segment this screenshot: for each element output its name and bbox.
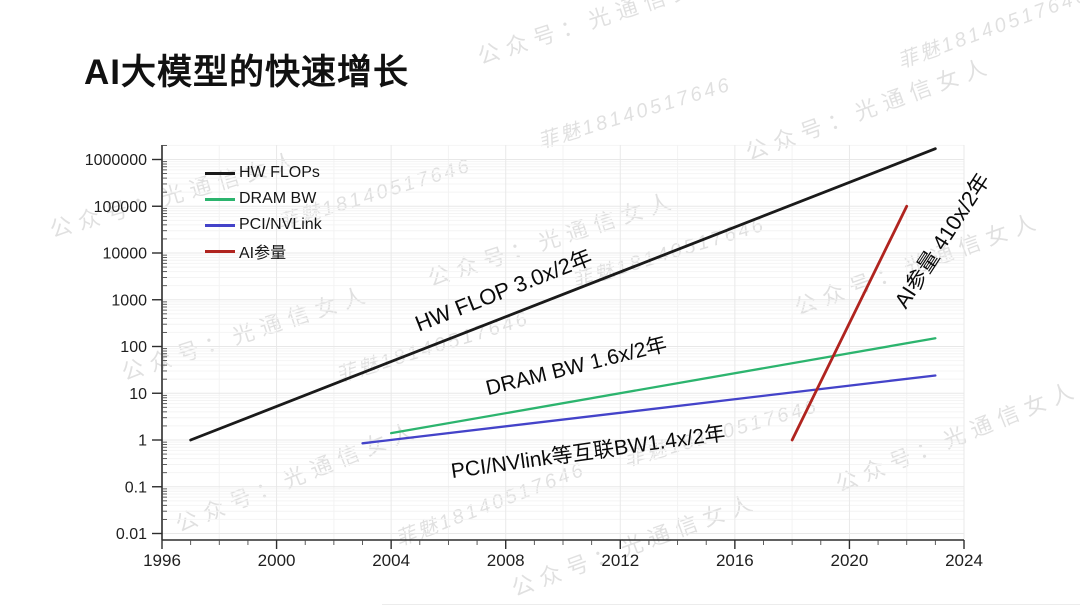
- legend-item-1: HW FLOPs: [205, 160, 322, 186]
- x-tick-label: 1996: [143, 551, 181, 570]
- y-tick-label: 1: [138, 433, 147, 450]
- x-tick-label: 2000: [258, 551, 296, 570]
- series-line-dram-bw: [389, 337, 937, 435]
- y-tick-label: 100: [120, 339, 147, 356]
- series-line-ai-: [790, 204, 909, 442]
- y-tick-label: 1000000: [85, 152, 147, 169]
- x-tick-label: 2008: [487, 551, 525, 570]
- y-tick-label: 10: [129, 386, 147, 403]
- y-tick-label: 100000: [94, 199, 147, 216]
- legend-label: DRAM BW: [239, 190, 317, 207]
- x-tick-label: 2004: [372, 551, 410, 570]
- x-tick-label: 2016: [716, 551, 754, 570]
- legend-item-3: PCI/NVLink: [205, 212, 322, 238]
- legend-item-4: AI参量: [205, 238, 322, 264]
- legend-label: AI参量: [239, 245, 287, 262]
- y-tick-label: 1000: [111, 292, 147, 309]
- legend-label: HW FLOPs: [239, 164, 320, 181]
- x-tick-label: 2012: [601, 551, 639, 570]
- series-line-hw-flops: [189, 147, 937, 442]
- legend-item-2: DRAM BW: [205, 186, 322, 212]
- legend-swatch-icon: [205, 171, 235, 175]
- page-title: AI大模型的快速增长: [84, 53, 410, 92]
- y-tick-label: 10000: [103, 246, 148, 263]
- legend-label: PCI/NVLink: [239, 216, 322, 233]
- x-tick-label: 2020: [831, 551, 869, 570]
- bottom-divider: [382, 604, 1080, 605]
- chart-legend: HW FLOPs DRAM BW PCI/NVLink AI参量: [205, 160, 322, 264]
- series-line-pci-nvlink: [361, 374, 937, 445]
- y-tick-label: 0.1: [125, 479, 147, 496]
- legend-swatch-icon: [205, 249, 235, 253]
- y-tick-label: 0.01: [116, 526, 147, 543]
- legend-swatch-icon: [205, 197, 235, 201]
- x-tick-label: 2024: [945, 551, 983, 570]
- legend-swatch-icon: [205, 223, 235, 227]
